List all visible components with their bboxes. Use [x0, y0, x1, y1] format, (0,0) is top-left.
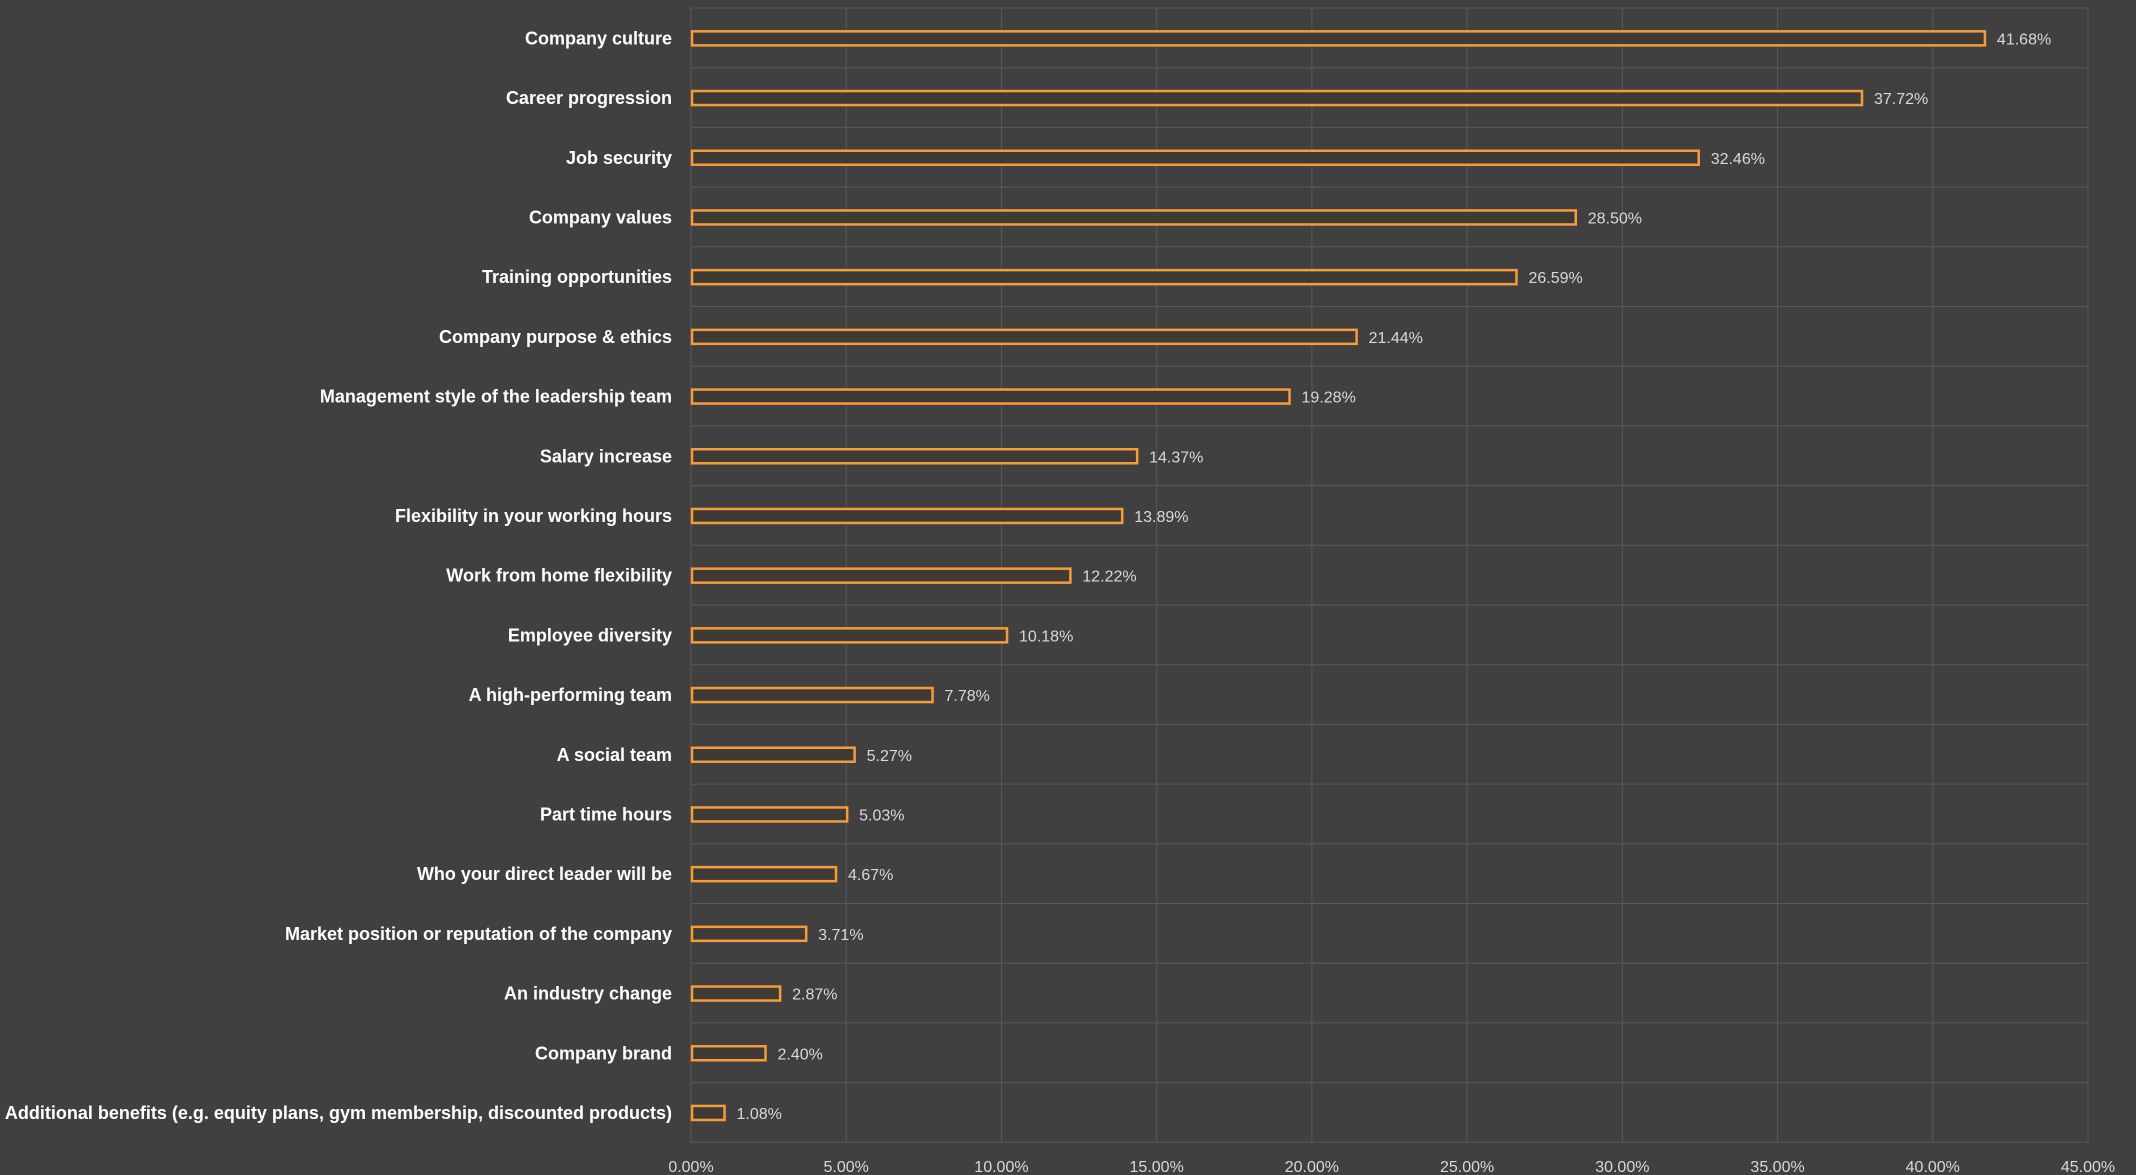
category-label: Additional benefits (e.g. equity plans, … [5, 1103, 672, 1123]
data-label: 3.71% [818, 927, 863, 944]
data-label: 41.68% [1997, 31, 2051, 48]
x-tick-label: 10.00% [974, 1159, 1028, 1175]
data-label: 19.28% [1302, 390, 1356, 407]
bar [690, 985, 782, 1002]
category-label: Job security [566, 148, 672, 168]
category-label: Market position or reputation of the com… [285, 924, 672, 944]
bar [690, 149, 1700, 166]
data-label: 5.27% [867, 748, 912, 765]
category-label: Employee diversity [508, 625, 672, 645]
bar [690, 865, 838, 883]
bar [690, 388, 1291, 405]
x-tick-label: 30.00% [1595, 1159, 1649, 1175]
bar [690, 30, 1987, 47]
category-labels: Company culture Career progression Job sec… [5, 28, 672, 1123]
bar [690, 1045, 767, 1062]
bar [690, 627, 1009, 644]
gridlines [690, 7, 2089, 1143]
x-tick-label: 40.00% [1906, 1159, 1960, 1175]
data-label: 10.18% [1019, 628, 1073, 645]
category-label: Company culture [525, 28, 672, 48]
category-label: Company purpose & ethics [439, 327, 672, 347]
data-label: 32.46% [1711, 151, 1765, 168]
category-label: Flexibility in your working hours [395, 506, 672, 526]
data-label: 7.78% [945, 688, 990, 705]
category-label: Who your direct leader will be [417, 864, 672, 884]
category-label: Work from home flexibility [446, 566, 672, 586]
x-axis-tick-labels: 0.00% 5.00% 10.00% 15.00% 20.00% 25.00% 30.00%… [668, 1159, 2115, 1175]
bar [690, 806, 849, 823]
data-label: 13.89% [1134, 509, 1188, 526]
bar [690, 1104, 726, 1122]
data-label: 5.03% [859, 807, 904, 824]
data-label: 37.72% [1874, 91, 1928, 108]
category-label: Company values [529, 207, 672, 227]
data-label: 21.44% [1369, 330, 1423, 347]
bar [690, 328, 1358, 346]
x-tick-label: 20.00% [1285, 1159, 1339, 1175]
x-tick-label: 15.00% [1130, 1159, 1184, 1175]
category-label: Management style of the leadership team [320, 387, 672, 407]
bar [690, 209, 1578, 226]
bars-group [690, 30, 1987, 1122]
bar [690, 507, 1124, 525]
bar [690, 567, 1072, 584]
bar [690, 268, 1518, 286]
x-tick-label: 5.00% [824, 1159, 869, 1175]
data-label: 12.22% [1082, 569, 1136, 586]
category-label: An industry change [504, 984, 672, 1004]
category-label: Training opportunities [482, 267, 672, 287]
x-tick-label: 25.00% [1440, 1159, 1494, 1175]
bar [690, 925, 808, 943]
category-label: Career progression [506, 88, 672, 108]
bar [690, 89, 1864, 107]
data-label: 26.59% [1528, 270, 1582, 287]
category-label: A high-performing team [469, 685, 672, 705]
data-label: 1.08% [737, 1106, 782, 1123]
x-tick-label: 35.00% [1750, 1159, 1804, 1175]
value-labels: 41.68% 37.72% 32.46% 28.50% 26.59% 21.44% 19.2… [737, 31, 2052, 1123]
data-label: 28.50% [1588, 210, 1642, 227]
data-label: 2.87% [792, 987, 837, 1004]
x-tick-label: 0.00% [668, 1159, 713, 1175]
category-label: A social team [557, 745, 672, 765]
bar [690, 686, 934, 704]
bar [690, 448, 1139, 465]
x-tick-label: 45.00% [2061, 1159, 2115, 1175]
category-label: Company brand [535, 1043, 672, 1063]
data-label: 14.37% [1149, 449, 1203, 466]
data-label: 4.67% [848, 867, 893, 884]
data-label: 2.40% [778, 1046, 823, 1063]
category-label: Salary increase [540, 446, 672, 466]
bar [690, 746, 856, 763]
category-label: Part time hours [540, 804, 672, 824]
